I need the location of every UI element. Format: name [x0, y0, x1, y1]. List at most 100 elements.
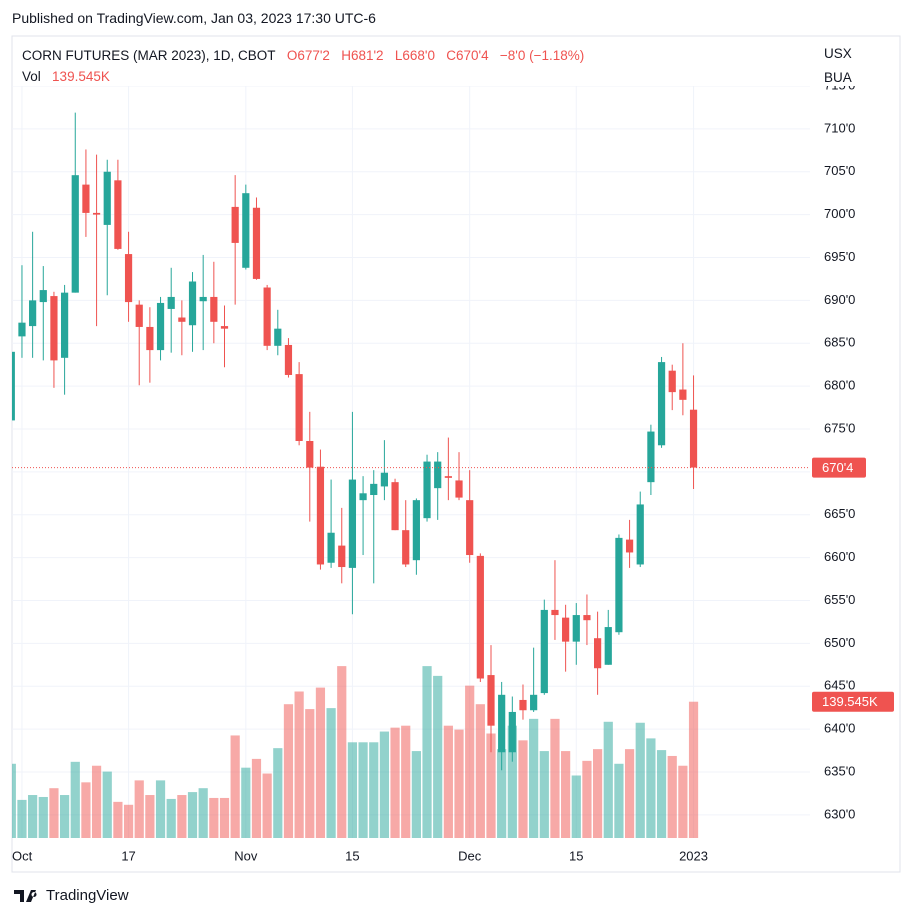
volume-bar [667, 755, 677, 838]
volume-bar [486, 733, 496, 838]
candle-body [391, 482, 399, 531]
volume-badge-label: 139.545K [822, 694, 878, 709]
volume-bar [582, 760, 592, 838]
volume-bar [187, 792, 198, 838]
volume-bar [550, 718, 560, 838]
candle-body [359, 493, 367, 501]
candle-body [434, 461, 442, 489]
candle-body [615, 537, 623, 633]
volume-bar [177, 795, 187, 838]
volume-bar [305, 709, 315, 838]
volume-bar [230, 735, 240, 838]
volume-bar [337, 666, 347, 838]
candle-body [338, 545, 346, 568]
volume-bar [678, 765, 688, 838]
candle-body [92, 212, 101, 215]
ohlc-close: C670'4 [446, 48, 489, 63]
volume-bar [379, 731, 389, 838]
candle-body [50, 296, 58, 361]
candle-body [444, 476, 452, 478]
y-tick-label: 715'0 [824, 77, 855, 92]
candle-body [636, 504, 644, 565]
y-tick-label: 630'0 [824, 806, 855, 821]
volume-bar [369, 742, 379, 838]
candle-body [178, 317, 186, 322]
y-tick-label: 675'0 [824, 420, 855, 435]
y-tick-label: 685'0 [824, 335, 855, 350]
candle-body [530, 694, 538, 711]
ohlc-high: H681'2 [341, 48, 384, 63]
symbol: CORN FUTURES (MAR 2023), 1D, CBOT [22, 48, 276, 63]
candle-body [466, 500, 474, 556]
volume-bar [465, 685, 475, 838]
volume-bar [656, 750, 667, 838]
volume-bar [60, 795, 70, 838]
candle-body [231, 206, 239, 243]
candle-body [188, 281, 197, 326]
volume-bar [12, 763, 16, 838]
candle-body [12, 351, 15, 421]
volume-bar [635, 722, 645, 838]
last-price-label: 670'4 [822, 460, 853, 475]
volume-bar [539, 751, 549, 838]
volume-bar [411, 751, 421, 838]
candle-body [61, 292, 69, 358]
candle-body [455, 480, 463, 498]
volume-bar [475, 704, 485, 838]
candle-body [103, 171, 111, 225]
volume-bar [294, 691, 304, 838]
candle-body [146, 326, 154, 351]
candle-body [306, 440, 314, 468]
volume-bar [603, 721, 613, 838]
unit: BUA [824, 70, 852, 85]
candle-body [604, 627, 612, 665]
y-tick-label: 655'0 [824, 592, 855, 607]
candle-body [625, 539, 634, 553]
y-tick-label: 680'0 [824, 378, 855, 393]
volume-bar [262, 773, 272, 838]
y-tick-label: 635'0 [824, 763, 855, 778]
chart-frame [11, 35, 901, 873]
candle-body [71, 175, 79, 293]
candle-body [380, 472, 388, 487]
candle-body [274, 328, 282, 346]
volume-bar [571, 775, 581, 838]
logo [14, 889, 37, 902]
y-tick-label: 695'0 [824, 249, 855, 264]
volume-bar [38, 796, 48, 838]
y-tick-label: 640'0 [824, 721, 855, 736]
volume-bar [198, 788, 208, 838]
candle-body [562, 617, 570, 642]
vol-label: Vol [22, 69, 41, 84]
candle-body [220, 326, 229, 329]
volume-bar [497, 749, 507, 838]
candle-body [82, 184, 90, 213]
volume-bar [49, 788, 59, 838]
ohlc-low: L668'0 [394, 48, 435, 63]
volume-bar [614, 763, 624, 838]
candle-body [348, 479, 357, 568]
volume-bar [561, 751, 571, 838]
candle-body [572, 615, 580, 642]
volume-bar [145, 795, 155, 838]
volume-bar [283, 704, 294, 838]
volume-bar [624, 749, 635, 838]
brand: TradingView [46, 887, 129, 904]
candle-body [18, 322, 26, 337]
volume-bar [219, 797, 230, 838]
legend-header: CORN FUTURES (MAR 2023), 1D, CBOT O677'2… [22, 45, 584, 87]
volume-bar [123, 804, 134, 838]
volume-bar [17, 799, 27, 838]
volume-bar [646, 738, 656, 838]
volume-bar [593, 749, 603, 838]
x-tick-label: 17 [121, 848, 135, 863]
candle-body [498, 694, 506, 753]
y-tick-label: 645'0 [824, 678, 855, 693]
candle-body [370, 483, 378, 496]
x-tick-label: Dec [458, 848, 482, 863]
volume-bar [358, 742, 368, 838]
volume-badge [812, 691, 894, 712]
y-tick-label: 705'0 [824, 163, 855, 178]
volume-bar [28, 795, 38, 838]
